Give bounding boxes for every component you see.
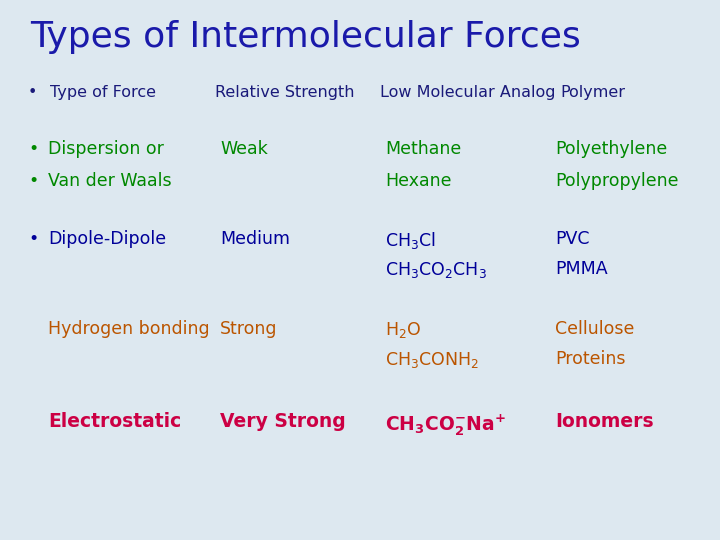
Text: Weak: Weak [220,140,268,158]
Text: Dipole-Dipole: Dipole-Dipole [48,230,166,248]
Text: Ionomers: Ionomers [555,412,654,431]
Text: Very Strong: Very Strong [220,412,346,431]
Text: Polypropylene: Polypropylene [555,172,678,190]
Text: $\mathregular{CH_{3}CO_{2}^{-}Na^{+}}$: $\mathregular{CH_{3}CO_{2}^{-}Na^{+}}$ [385,412,506,437]
Text: •: • [28,140,38,158]
Text: Medium: Medium [220,230,290,248]
Text: $\mathregular{CH_{3}CO_{2}CH_{3}}$: $\mathregular{CH_{3}CO_{2}CH_{3}}$ [385,260,487,280]
Text: Polymer: Polymer [560,85,625,100]
Text: Cellulose: Cellulose [555,320,634,338]
Text: Type of Force: Type of Force [50,85,156,100]
Text: $\mathregular{CH_{3}Cl}$: $\mathregular{CH_{3}Cl}$ [385,230,436,251]
Text: •: • [28,172,38,190]
Text: Methane: Methane [385,140,462,158]
Text: Low Molecular Analog: Low Molecular Analog [380,85,556,100]
Text: Types of Intermolecular Forces: Types of Intermolecular Forces [30,20,581,54]
Text: PVC: PVC [555,230,590,248]
Text: Van der Waals: Van der Waals [48,172,171,190]
Text: •: • [28,85,37,100]
Text: Dispersion or: Dispersion or [48,140,164,158]
Text: Electrostatic: Electrostatic [48,412,181,431]
Text: Strong: Strong [220,320,277,338]
Text: •: • [28,230,38,248]
Text: Relative Strength: Relative Strength [215,85,354,100]
Text: Polyethylene: Polyethylene [555,140,667,158]
Text: Proteins: Proteins [555,350,626,368]
Text: Hydrogen bonding: Hydrogen bonding [48,320,210,338]
Text: PMMA: PMMA [555,260,608,278]
Text: Hexane: Hexane [385,172,451,190]
Text: $\mathregular{H_{2}O}$: $\mathregular{H_{2}O}$ [385,320,421,340]
Text: $\mathregular{CH_{3}CONH_{2}}$: $\mathregular{CH_{3}CONH_{2}}$ [385,350,479,370]
